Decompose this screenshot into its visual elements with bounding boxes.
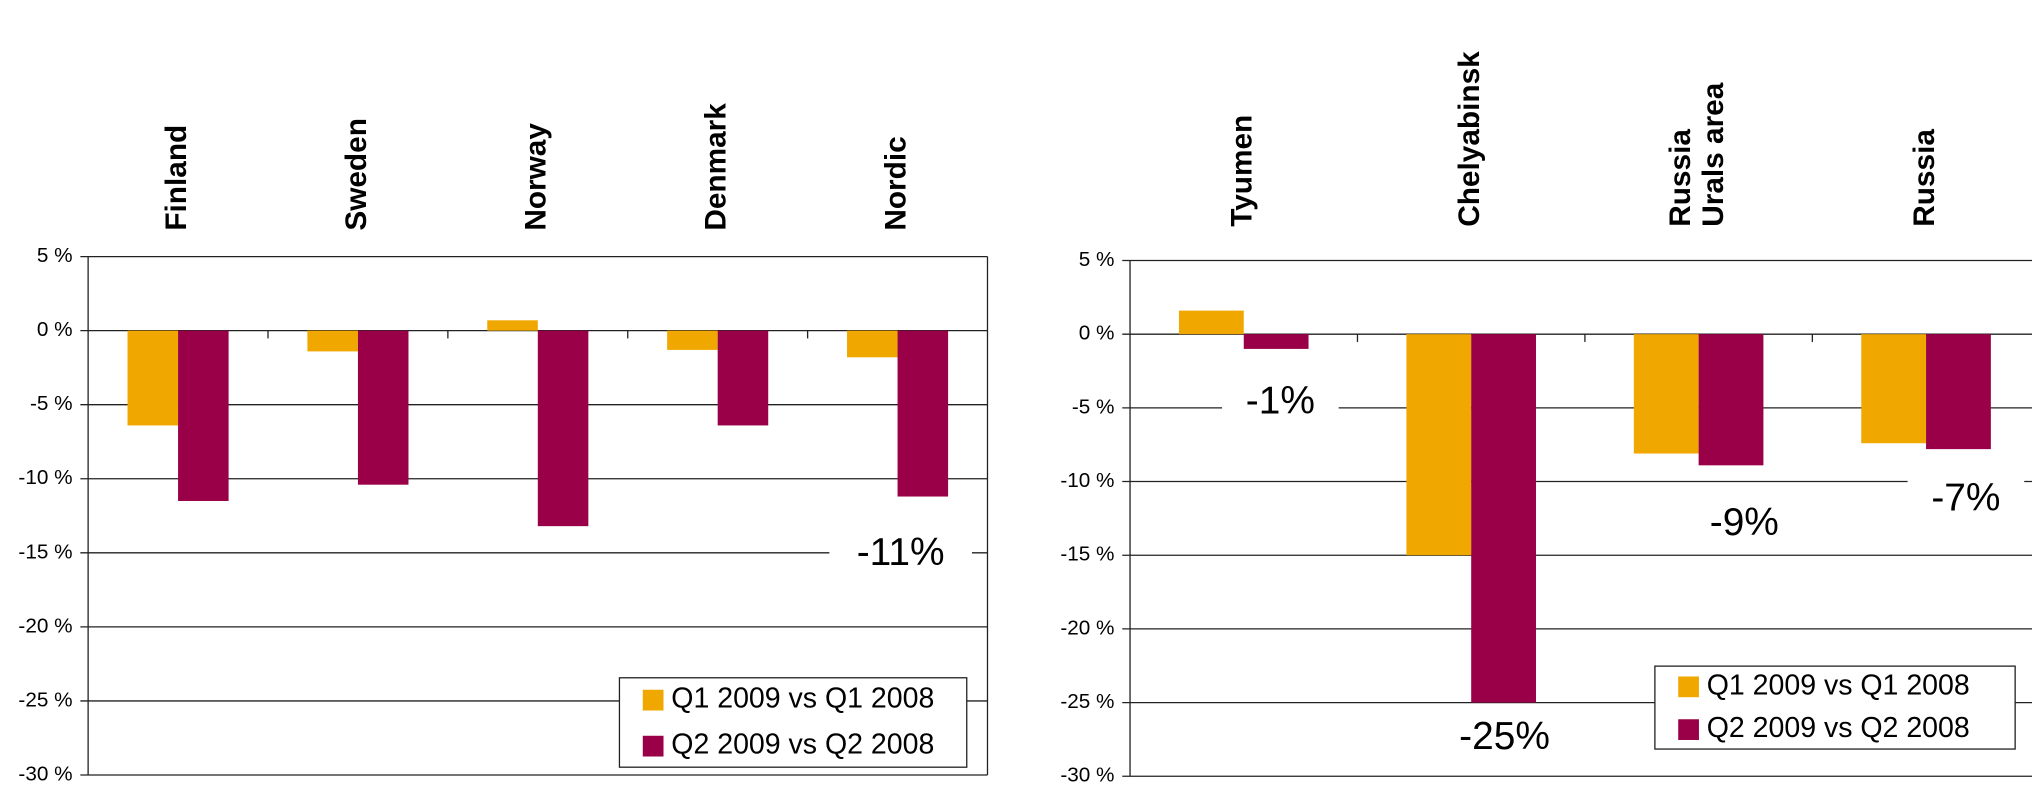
x-tick-label: Nordic	[879, 136, 912, 230]
y-tick-label: -20 %	[1060, 616, 1114, 639]
bar	[537, 330, 589, 527]
bar	[1698, 334, 1764, 466]
y-tick-label: -10 %	[1060, 469, 1114, 492]
x-tick-label: Denmark	[700, 103, 733, 231]
bar	[357, 330, 409, 485]
annotation: -9%	[1710, 501, 1779, 544]
bar	[127, 330, 179, 426]
bar	[1633, 334, 1699, 454]
bar	[487, 320, 538, 331]
legend-label: Q2 2009 vs Q2 2008	[671, 729, 934, 761]
annotation: -25%	[1459, 715, 1550, 758]
annotation-bg	[829, 528, 972, 581]
legend-swatch	[642, 735, 664, 757]
legend: Q1 2009 vs Q1 2008 Q2 2009 vs Q2 2008	[1654, 665, 2016, 750]
bar	[667, 330, 718, 350]
x-tick-label: Sweden	[340, 118, 373, 231]
y-tick-label: -30 %	[18, 762, 72, 785]
y-tick-label: 5 %	[37, 244, 73, 267]
legend-label: Q2 2009 vs Q2 2008	[1707, 712, 1970, 744]
y-tick-label: 5 %	[1079, 248, 1115, 271]
legend-swatch	[642, 689, 664, 711]
annotation-bg	[1222, 377, 1339, 429]
annotation: -1%	[1246, 379, 1315, 422]
annotation-bg	[1685, 498, 1803, 551]
bar	[307, 330, 358, 352]
legend-label: Q1 2009 vs Q1 2008	[1707, 669, 1970, 701]
x-tick-label: Chelyabinsk	[1453, 51, 1486, 227]
bar	[1406, 334, 1472, 556]
legend-swatch	[1678, 719, 1699, 740]
bar	[897, 330, 949, 497]
x-tick-label: Russia	[1908, 129, 1941, 227]
y-tick-label: -15 %	[18, 540, 72, 563]
legend: Q1 2009 vs Q1 2008 Q2 2009 vs Q2 2008	[618, 677, 968, 768]
y-tick-label: -5 %	[1072, 395, 1115, 418]
bar	[1861, 334, 1927, 444]
annotation-bg	[1439, 712, 1570, 765]
x-tick-label: Tyumen	[1226, 115, 1259, 227]
annotation-bg	[1907, 474, 2025, 527]
bar	[1243, 334, 1309, 349]
y-tick-label: -25 %	[18, 688, 72, 711]
bar	[717, 330, 769, 426]
bar	[847, 330, 898, 358]
annotation: -11%	[857, 531, 945, 574]
y-tick-label: 0 %	[37, 318, 73, 341]
y-tick-label: 0 %	[1079, 322, 1115, 345]
legend-box	[618, 677, 968, 768]
bar-chart: 5 % 0 % -5 % -10 % -15 % -20 % -25 % -30 % Tyume…	[1060, 51, 2032, 786]
y-tick-label: -25 %	[1060, 690, 1114, 713]
bar	[178, 330, 229, 501]
y-tick-label: -5 %	[30, 392, 73, 415]
bar	[1178, 310, 1244, 335]
bar	[1471, 334, 1536, 703]
bar	[1926, 334, 1991, 450]
legend-box	[1654, 665, 2016, 750]
y-tick-label: -20 %	[18, 614, 72, 637]
legend-label: Q1 2009 vs Q1 2008	[671, 683, 934, 715]
x-tick-label: Norway	[520, 123, 553, 231]
y-tick-label: -10 %	[18, 466, 72, 489]
annotation: -7%	[1931, 477, 2000, 520]
y-tick-label: -15 %	[1060, 543, 1114, 566]
y-tick-label: -30 %	[1060, 764, 1114, 786]
legend-swatch	[1678, 676, 1699, 698]
x-tick-label: RussiaUrals area	[1664, 82, 1730, 227]
bar-chart: 5 % 0 % -5 % -10 % -15 % -20 % -25 % -30 % Finla…	[18, 103, 989, 785]
x-tick-label: Finland	[160, 125, 193, 231]
